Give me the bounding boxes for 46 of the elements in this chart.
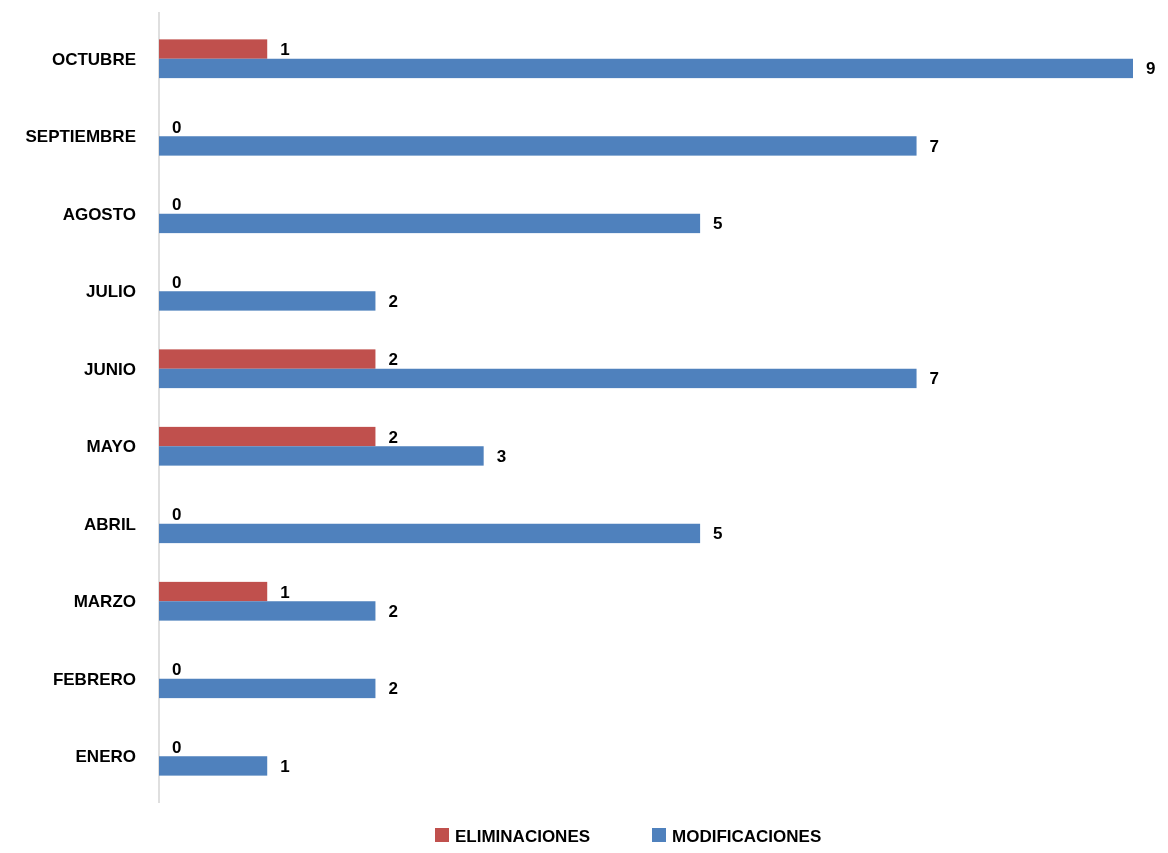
data-label: 0	[172, 660, 182, 680]
data-label: 0	[172, 505, 182, 525]
y-tick-label: SEPTIEMBRE	[25, 127, 136, 147]
bar	[159, 601, 376, 621]
bar	[159, 446, 484, 466]
data-label: 0	[172, 272, 182, 292]
data-label: 2	[388, 679, 398, 699]
legend-label: MODIFICACIONES	[672, 826, 822, 846]
y-tick-label: MAYO	[86, 437, 136, 457]
y-tick-label: ABRIL	[84, 514, 136, 534]
data-label: 2	[388, 350, 398, 370]
bar	[159, 213, 701, 234]
data-label: 2	[388, 291, 398, 311]
data-label: 1	[280, 756, 290, 776]
bar	[159, 523, 701, 544]
data-label: 0	[172, 195, 182, 215]
data-label: 5	[713, 214, 723, 234]
y-tick-label: JUNIO	[84, 359, 136, 379]
bar	[159, 756, 268, 776]
legend-label: ELIMINACIONES	[455, 826, 591, 846]
y-tick-label: AGOSTO	[62, 204, 136, 224]
data-label: 3	[496, 446, 507, 466]
bar	[159, 426, 376, 447]
y-tick-label: ENERO	[75, 747, 136, 767]
data-label: 0	[172, 737, 182, 757]
bar	[159, 58, 1133, 79]
data-label: 5	[713, 524, 723, 544]
y-tick-label: OCTUBRE	[51, 49, 136, 69]
bar	[159, 136, 917, 156]
data-label: 9	[1146, 59, 1156, 79]
data-label: 2	[388, 427, 398, 447]
bar	[159, 291, 376, 311]
data-label: 7	[929, 369, 940, 389]
bar	[159, 368, 917, 389]
data-label: 1	[280, 40, 290, 60]
y-tick-label: FEBRERO	[52, 669, 136, 689]
bar	[159, 39, 268, 59]
data-label: 7	[929, 136, 940, 156]
bar	[159, 678, 376, 699]
bar	[159, 349, 376, 369]
y-tick-label: MARZO	[73, 592, 136, 612]
bar	[159, 581, 268, 602]
data-label: 1	[280, 582, 290, 602]
data-label: 2	[388, 601, 398, 621]
data-label: 0	[172, 117, 182, 137]
y-tick-label: JULIO	[85, 282, 136, 302]
